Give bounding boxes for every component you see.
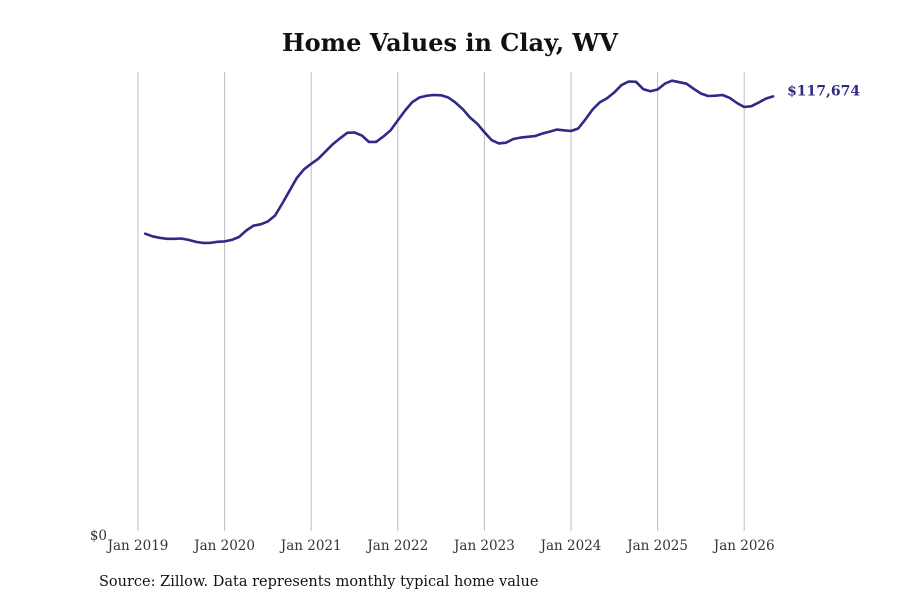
y-axis-ticks: $0 <box>90 528 107 544</box>
x-tick-label: Jan 2020 <box>192 538 255 554</box>
end-value-label: $117,674 <box>787 83 860 99</box>
x-axis-ticks: Jan 2019 Jan 2020 Jan 2021 Jan 2022 Jan 2023… <box>106 538 775 554</box>
x-tick-label: Jan 2019 <box>106 538 169 554</box>
x-tick-label: Jan 2025 <box>625 538 688 554</box>
gridlines <box>137 72 745 531</box>
home-value-line <box>143 79 775 245</box>
x-tick-label: Jan 2022 <box>365 538 428 554</box>
x-tick-label: Jan 2021 <box>279 538 342 554</box>
x-tick-label: Jan 2026 <box>712 538 775 554</box>
x-tick-label: Jan 2023 <box>452 538 515 554</box>
end-labels: $117,674 <box>787 83 860 99</box>
series-lines <box>143 79 775 245</box>
chart-title: Home Values in Clay, WV <box>282 28 618 57</box>
source-note: Source: Zillow. Data represents monthly … <box>99 574 539 590</box>
x-tick-label: Jan 2024 <box>539 538 602 554</box>
y-tick-label: $0 <box>90 528 107 544</box>
